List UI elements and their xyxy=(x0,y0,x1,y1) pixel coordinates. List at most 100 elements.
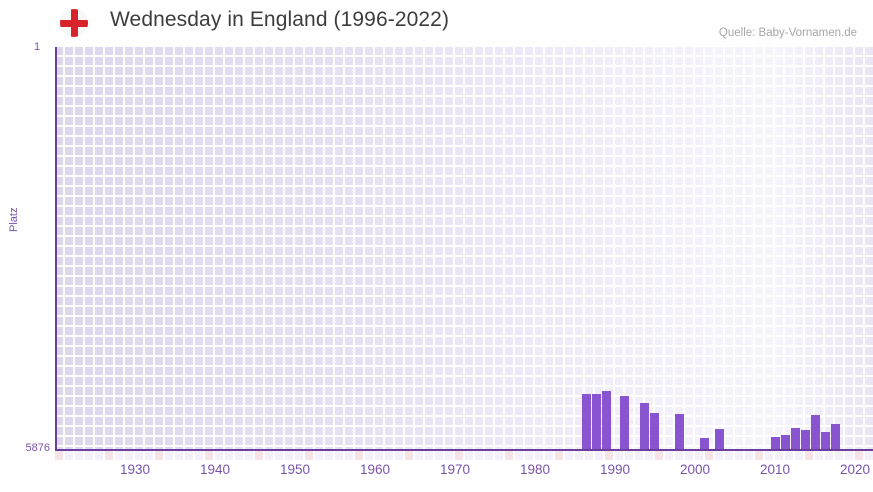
minor-tick-marker xyxy=(685,451,693,460)
minor-tick-marker xyxy=(855,451,863,460)
minor-tick-marker xyxy=(65,451,73,460)
y-axis-line xyxy=(55,47,57,450)
minor-tick-marker xyxy=(345,451,353,460)
minor-tick-marker xyxy=(505,451,513,460)
minor-tick-marker xyxy=(95,451,103,460)
minor-tick-marker xyxy=(265,451,273,460)
bar xyxy=(700,438,709,450)
chart-header: Wednesday in England (1996-2022) Quelle:… xyxy=(0,0,873,44)
minor-tick-marker xyxy=(155,451,163,460)
minor-tick-marker xyxy=(165,451,173,460)
minor-tick-marker xyxy=(485,451,493,460)
minor-tick-marker xyxy=(635,451,643,460)
plot-area xyxy=(55,47,873,450)
minor-tick-marker xyxy=(495,451,503,460)
y-axis-tick-bottom: 5876 xyxy=(25,442,50,454)
minor-tick-marker xyxy=(525,451,533,460)
minor-tick-marker xyxy=(565,451,573,460)
x-axis-tick-label: 1940 xyxy=(199,462,231,477)
minor-tick-marker xyxy=(745,451,753,460)
minor-tick-marker xyxy=(785,451,793,460)
minor-tick-marker xyxy=(535,451,543,460)
minor-tick-marker xyxy=(135,451,143,460)
minor-tick-marker xyxy=(295,451,303,460)
minor-tick-marker xyxy=(615,451,623,460)
minor-tick-marker xyxy=(385,451,393,460)
x-axis-line xyxy=(55,449,873,451)
minor-tick-marker xyxy=(235,451,243,460)
bar xyxy=(811,415,820,450)
minor-tick-marker xyxy=(455,451,463,460)
x-axis-tick-label: 1960 xyxy=(359,462,391,477)
bar xyxy=(801,430,810,450)
y-axis-tick-top: 1 xyxy=(34,41,41,53)
minor-tick-marker xyxy=(315,451,323,460)
minor-tick-marker xyxy=(475,451,483,460)
y-axis-title: Platz xyxy=(8,207,20,232)
minor-tick-marker xyxy=(725,451,733,460)
bar xyxy=(675,414,684,450)
minor-tick-marker xyxy=(105,451,113,460)
minor-tick-marker xyxy=(205,451,213,460)
minor-tick-marker xyxy=(285,451,293,460)
minor-tick-marker xyxy=(255,451,263,460)
minor-tick-marker xyxy=(555,451,563,460)
bar xyxy=(715,429,724,450)
bar xyxy=(640,403,649,450)
minor-tick-marker xyxy=(815,451,823,460)
minor-tick-marker xyxy=(415,451,423,460)
minor-tick-marker xyxy=(425,451,433,460)
bar xyxy=(771,437,780,450)
bar xyxy=(582,394,591,450)
minor-tick-marker xyxy=(355,451,363,460)
minor-tick-marker xyxy=(715,451,723,460)
x-axis-tick-label: 2020 xyxy=(839,462,871,477)
minor-tick-marker xyxy=(545,451,553,460)
minor-tick-marker xyxy=(845,451,853,460)
minor-tick-marker xyxy=(625,451,633,460)
minor-tick-marker xyxy=(175,451,183,460)
minor-tick-marker xyxy=(445,451,453,460)
minor-tick-marker xyxy=(755,451,763,460)
minor-tick-marker xyxy=(375,451,383,460)
minor-tick-marker xyxy=(695,451,703,460)
minor-tick-marker xyxy=(125,451,133,460)
minor-tick-marker xyxy=(405,451,413,460)
bar xyxy=(650,413,659,450)
minor-tick-marker xyxy=(675,451,683,460)
bar xyxy=(791,428,800,450)
minor-tick-marker xyxy=(145,451,153,460)
bar xyxy=(602,391,611,450)
flag-cross-vertical xyxy=(70,9,78,37)
minor-tick-marker xyxy=(465,451,473,460)
minor-tick-marker xyxy=(835,451,843,460)
chart-title: Wednesday in England (1996-2022) xyxy=(110,8,450,31)
minor-tick-marker xyxy=(245,451,253,460)
minor-tick-marker xyxy=(595,451,603,460)
minor-tick-marker xyxy=(435,451,443,460)
minor-tick-marker xyxy=(655,451,663,460)
england-flag-icon xyxy=(60,9,88,37)
minor-tick-marker xyxy=(215,451,223,460)
minor-tick-marker xyxy=(645,451,653,460)
minor-tick-marker xyxy=(225,451,233,460)
minor-tick-marker xyxy=(825,451,833,460)
minor-tick-marker xyxy=(275,451,283,460)
minor-tick-marker xyxy=(795,451,803,460)
minor-tick-marker xyxy=(335,451,343,460)
minor-tick-marker xyxy=(605,451,613,460)
minor-tick-marker xyxy=(765,451,773,460)
x-axis-tick-labels: 1930 1940 1950 1960 1970 1980 1990 2000 2010 2020 xyxy=(0,462,873,486)
x-axis-tick-label: 1950 xyxy=(279,462,311,477)
x-axis-tick-label: 2010 xyxy=(759,462,791,477)
bar xyxy=(781,435,790,450)
minor-tick-marker xyxy=(305,451,313,460)
x-axis-tick-label: 1970 xyxy=(439,462,471,477)
minor-tick-marker xyxy=(775,451,783,460)
x-axis-tick-label: 1990 xyxy=(599,462,631,477)
minor-tick-marker xyxy=(115,451,123,460)
minor-tick-marker xyxy=(865,451,873,460)
bar xyxy=(821,432,830,450)
minor-tick-marker xyxy=(665,451,673,460)
minor-tick-marker xyxy=(585,451,593,460)
